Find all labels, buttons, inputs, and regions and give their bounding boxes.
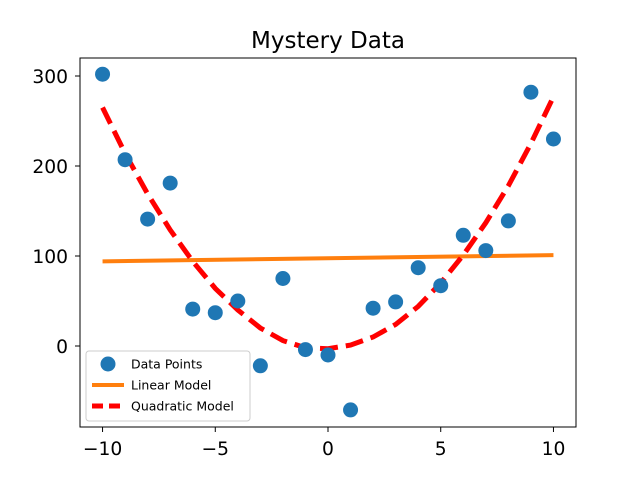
data-points-point xyxy=(95,66,111,82)
chart-title: Mystery Data xyxy=(251,28,405,54)
x-tick-label: −5 xyxy=(201,439,229,460)
legend: Data Points Linear Model Quadratic Model xyxy=(85,350,251,422)
data-points-point xyxy=(320,347,336,363)
y-tick-label: 100 xyxy=(32,247,68,268)
data-points-point xyxy=(117,152,133,168)
legend-label-quadratic-model: Quadratic Model xyxy=(131,399,234,414)
y-tick-label: 200 xyxy=(32,157,68,178)
quadratic-model-line xyxy=(100,95,556,352)
data-points-point xyxy=(455,227,471,243)
data-points-point xyxy=(297,342,313,358)
legend-marker-data-points xyxy=(100,356,116,372)
data-points-point xyxy=(523,84,539,100)
data-points-point xyxy=(230,293,246,309)
x-tick-label: −10 xyxy=(83,439,122,460)
x-tick-label: 10 xyxy=(542,439,566,460)
x-tick-label: 5 xyxy=(435,439,447,460)
data-points-point xyxy=(207,305,223,321)
y-tick-label: 300 xyxy=(32,67,68,88)
data-points-point xyxy=(162,175,178,191)
y-tick-label: 0 xyxy=(56,337,68,358)
data-points-point xyxy=(343,402,359,418)
data-points-point xyxy=(410,260,426,276)
data-points-point xyxy=(275,271,291,286)
data-points-point xyxy=(478,243,494,259)
data-points-point xyxy=(433,278,449,294)
data-points-point xyxy=(545,131,561,147)
data-points-point xyxy=(252,358,268,374)
x-tick-label: 0 xyxy=(322,439,334,460)
legend-box xyxy=(85,350,251,422)
data-points-point xyxy=(140,211,156,227)
linear-model-line xyxy=(102,253,554,264)
data-points-point xyxy=(185,301,201,317)
legend-label-linear-model: Linear Model xyxy=(131,378,211,393)
data-points-point xyxy=(365,300,381,316)
data-points-point xyxy=(388,294,404,310)
data-points-point xyxy=(500,213,516,229)
legend-label-data-points: Data Points xyxy=(131,357,202,372)
